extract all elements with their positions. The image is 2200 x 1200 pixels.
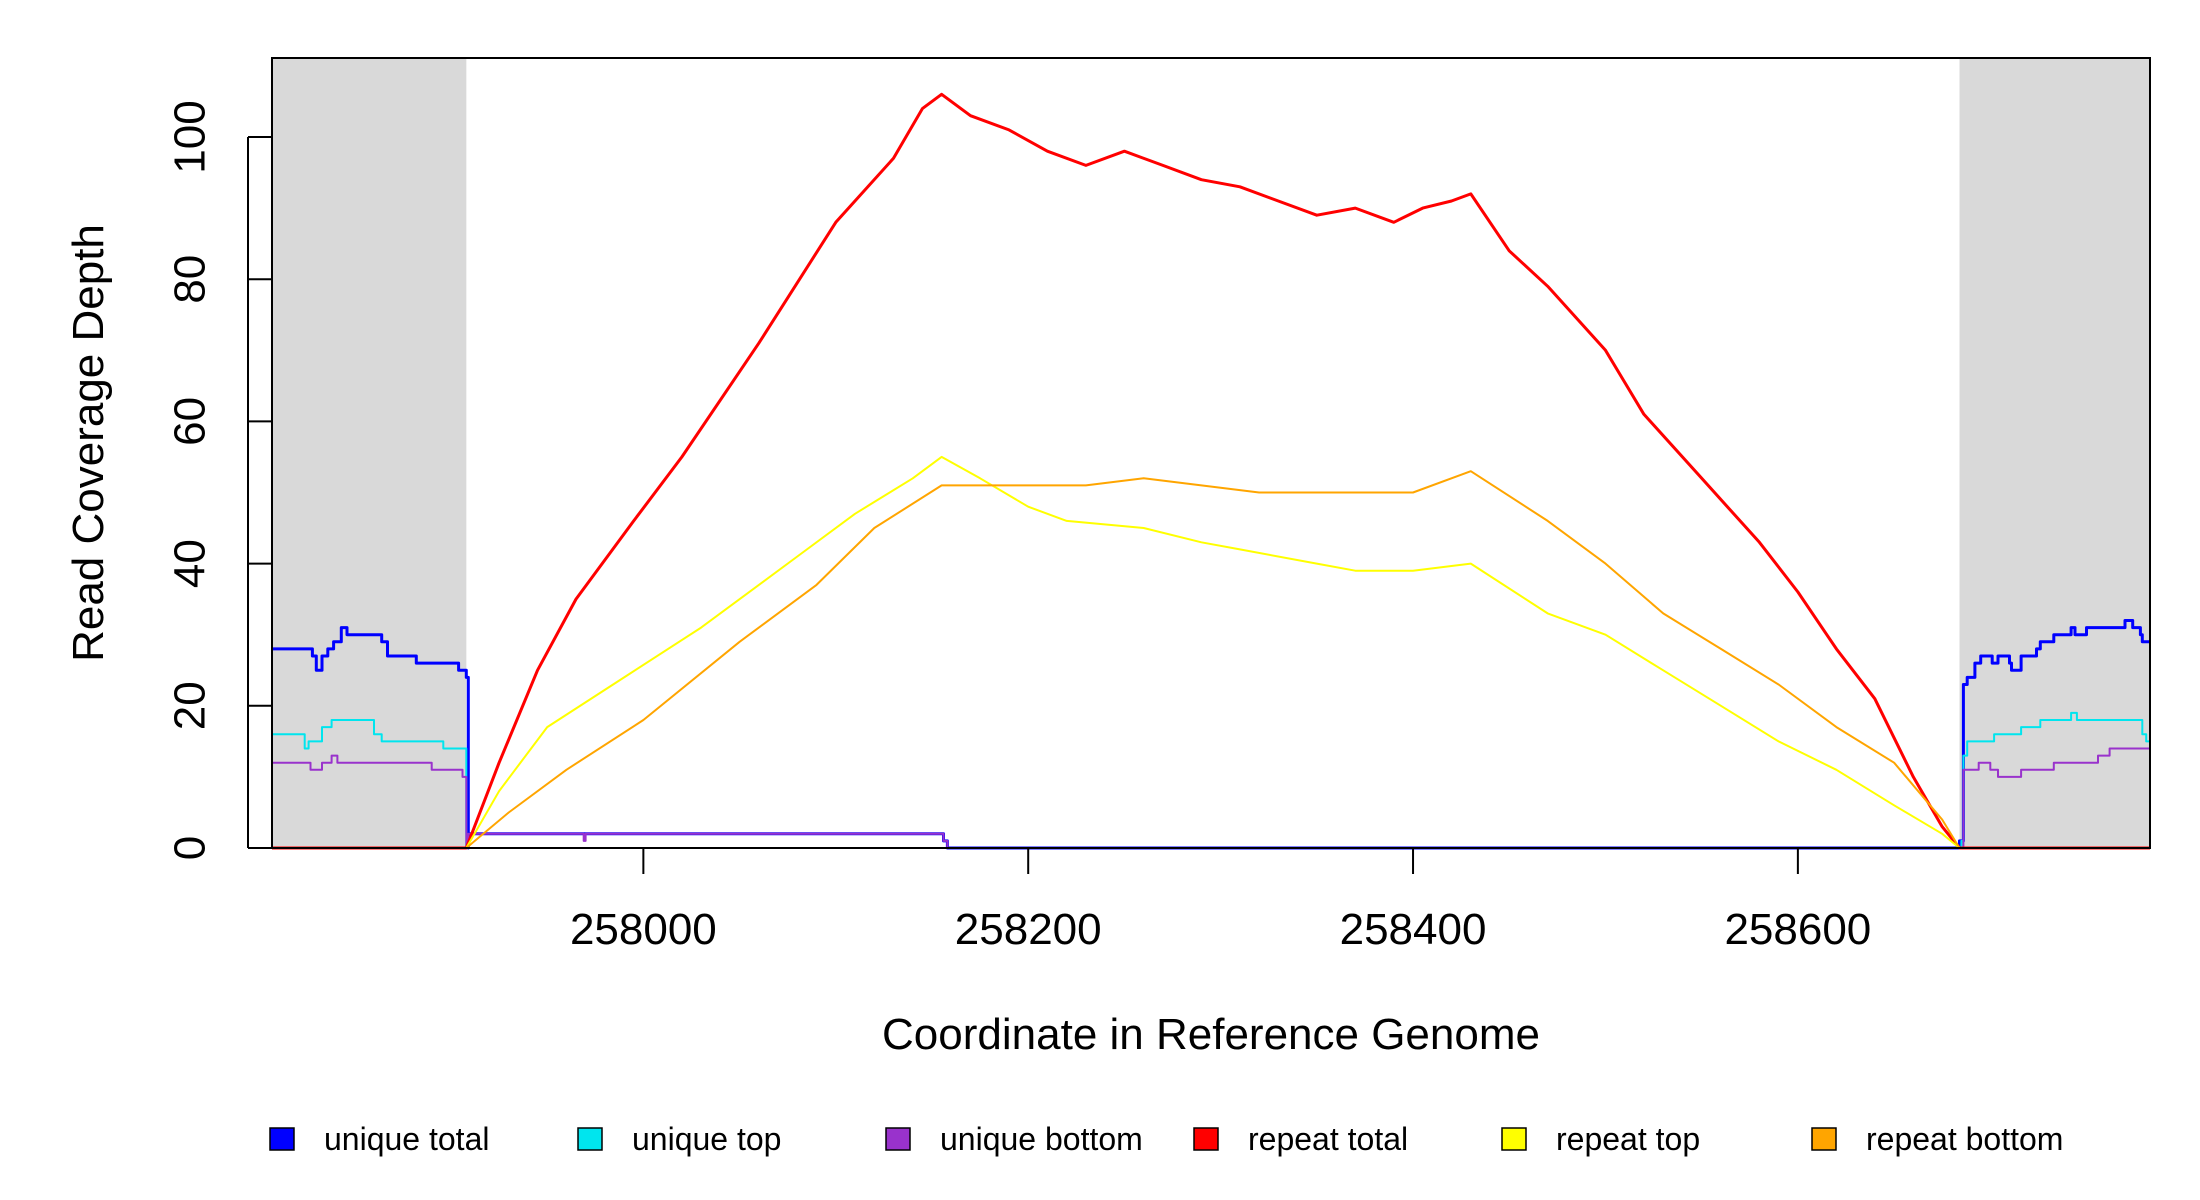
legend-swatch [1193,1127,1219,1151]
legend: unique total unique top unique bottom repea… [269,1121,2063,1157]
series-line-unique-top [272,711,2150,849]
y-tick-label-100: 100 [166,100,215,173]
legend-label: repeat bottom [1866,1121,2063,1157]
legend-label: unique total [324,1121,489,1157]
shaded-regions [272,58,2150,848]
series-line-repeat-bottom [272,470,2150,849]
legend-swatch [885,1127,911,1151]
legend-item-unique-top: unique top [577,1121,781,1157]
legend-item-repeat-bottom: repeat bottom [1811,1121,2063,1157]
y-tick-label-60: 60 [166,397,215,446]
series-line-repeat-top [272,455,2150,849]
y-axis-title: Read Coverage Depth [64,224,113,662]
x-axis-title: Coordinate in Reference Genome [882,1010,1540,1059]
x-tick-label-258400: 258400 [1340,905,1487,954]
series-lines [272,92,2150,850]
series-line-repeat-total [272,92,2150,850]
y-tick-label-20: 20 [166,681,215,730]
y-tick-label-80: 80 [166,255,215,304]
series-line-unique-total [272,619,2150,850]
legend-swatch [1501,1127,1527,1151]
x-tick-label-258600: 258600 [1724,905,1871,954]
legend-label: repeat total [1248,1121,1408,1157]
legend-item-unique-bottom: unique bottom [885,1121,1143,1157]
legend-item-unique-total: unique total [269,1121,489,1157]
x-axis: 258000 258200 258400 258600 [570,848,1871,954]
legend-swatch [577,1127,603,1151]
shaded-region-1 [272,58,467,848]
legend-swatch [269,1127,295,1151]
series-line-unique-bottom [272,747,2150,849]
legend-item-repeat-top: repeat top [1501,1121,1700,1157]
legend-label: unique top [632,1121,781,1157]
plot-frame [271,57,2151,849]
y-tick-label-40: 40 [166,539,215,588]
legend-label: unique bottom [940,1121,1143,1157]
legend-label: repeat top [1556,1121,1700,1157]
y-axis: 0 20 40 60 80 100 [166,100,272,860]
legend-item-repeat-total: repeat total [1193,1121,1408,1157]
legend-swatch [1811,1127,1837,1151]
x-tick-label-258200: 258200 [955,905,1102,954]
shaded-region-2 [1959,58,2150,848]
y-tick-label-0: 0 [166,836,215,860]
x-tick-label-258000: 258000 [570,905,717,954]
